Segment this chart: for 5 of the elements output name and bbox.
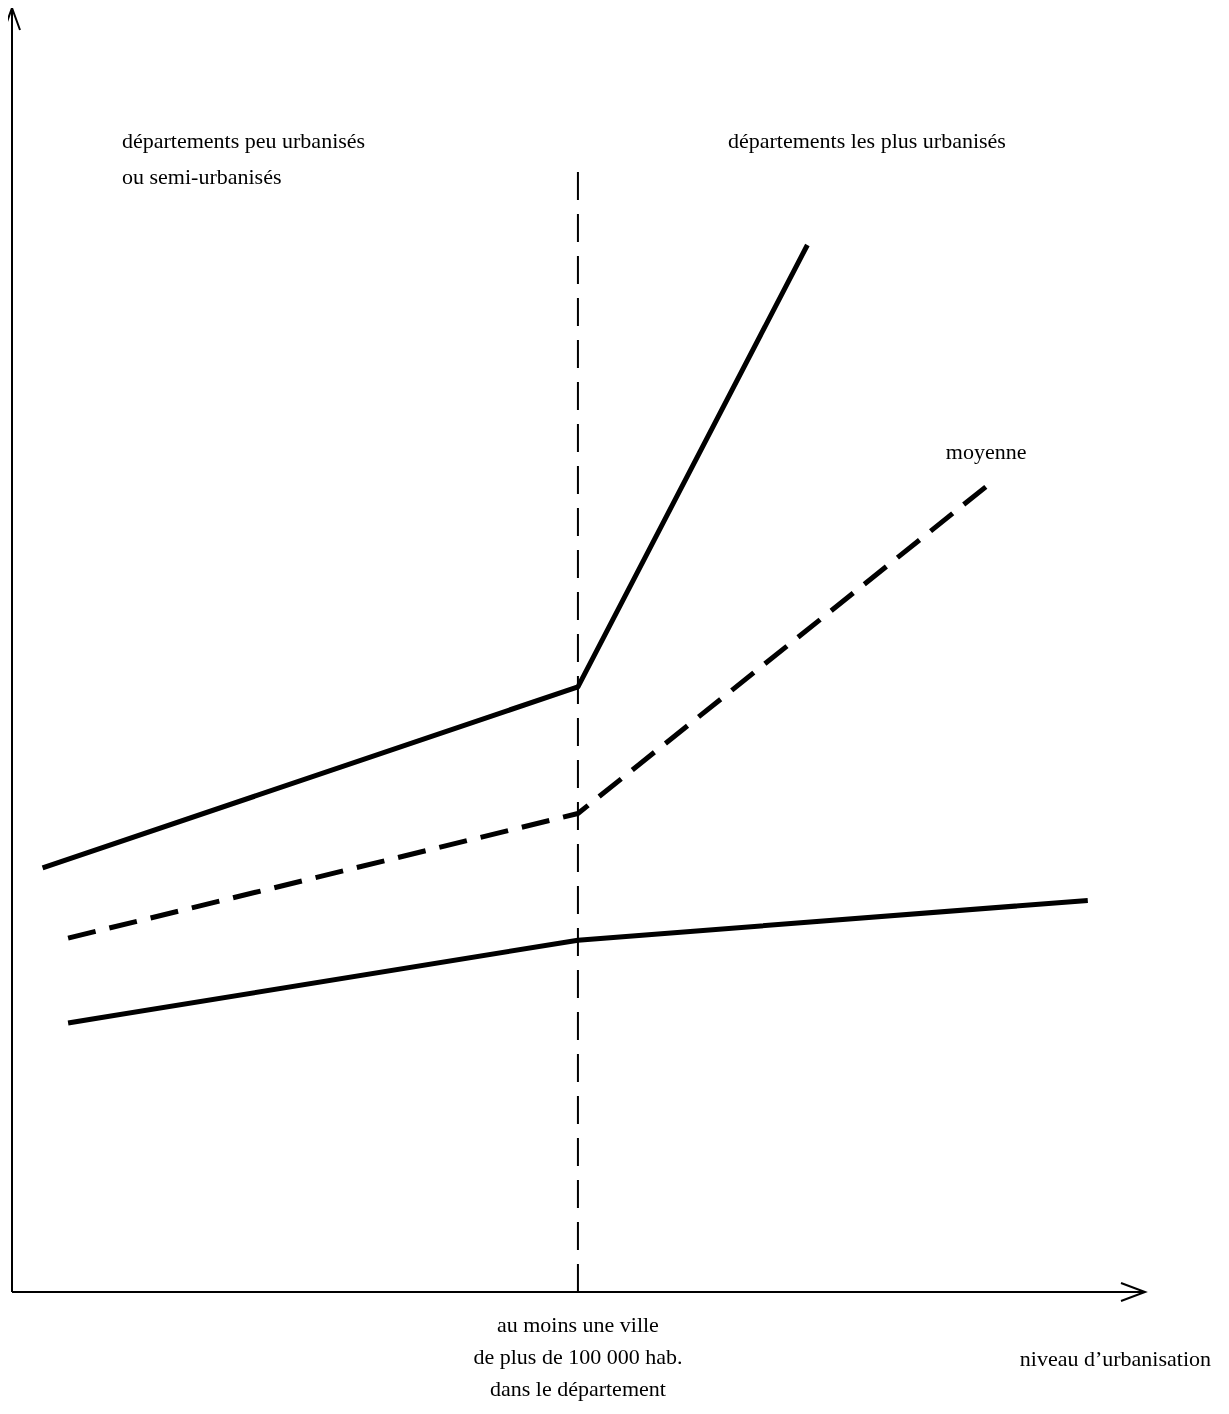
series-label: moyenne — [945, 438, 1027, 464]
text: au moins une ville de plus de 100 000 hab. dans le département — [473, 1312, 683, 1401]
text: départements peu urbanisés ou semi-urbanisés — [122, 128, 366, 189]
text: départements les plus urbanisés — [727, 128, 1006, 153]
x-axis-title: niveau d’urbanisation — [1019, 1346, 1211, 1371]
